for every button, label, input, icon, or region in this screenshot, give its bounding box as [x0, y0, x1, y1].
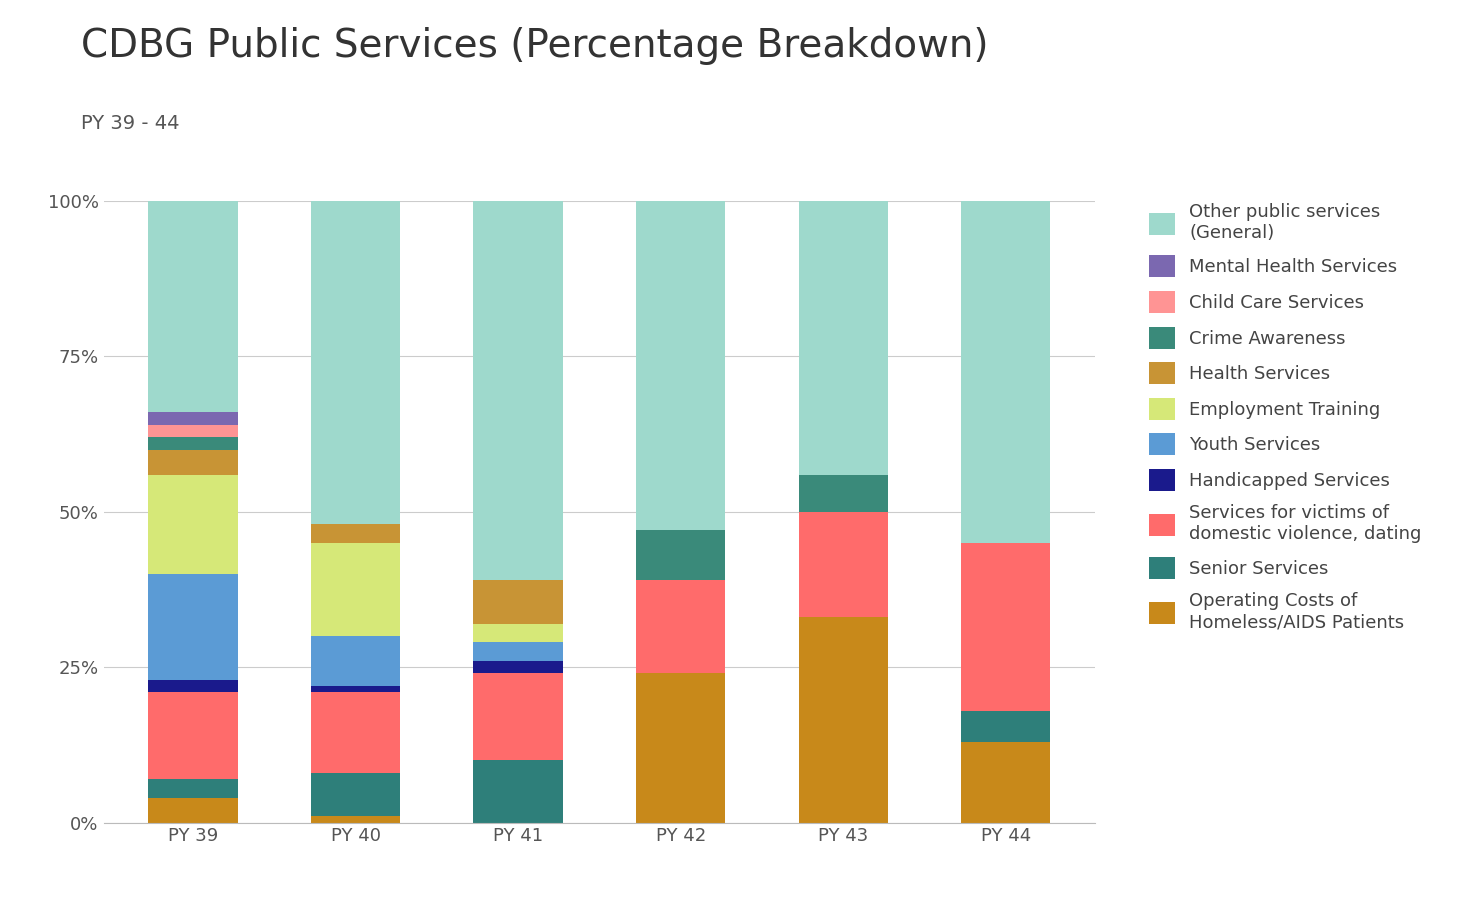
Bar [474, 580, 562, 623]
Bar [961, 543, 1051, 711]
Bar [636, 580, 725, 674]
Bar [148, 474, 238, 574]
Bar [636, 201, 725, 530]
Bar [636, 530, 725, 580]
Bar [311, 525, 400, 543]
Legend: Other public services
(General), Mental Health Services, Child Care Services, Cr: Other public services (General), Mental … [1144, 197, 1427, 636]
Bar [148, 425, 238, 437]
Bar [148, 450, 238, 474]
Bar [311, 773, 400, 816]
Bar [799, 201, 888, 474]
Text: CDBG Public Services (Percentage Breakdown): CDBG Public Services (Percentage Breakdo… [81, 27, 989, 66]
Bar [799, 474, 888, 512]
Bar [961, 201, 1051, 543]
Bar [311, 543, 400, 636]
Bar [799, 618, 888, 823]
Bar [474, 201, 562, 580]
Bar [148, 437, 238, 450]
Bar [474, 760, 562, 823]
Bar [474, 643, 562, 661]
Bar [474, 674, 562, 760]
Bar [311, 201, 400, 525]
Bar [799, 512, 888, 618]
Bar [148, 574, 238, 680]
Bar [474, 661, 562, 674]
Bar [311, 816, 400, 823]
Bar [961, 742, 1051, 823]
Bar [148, 412, 238, 425]
Text: PY 39 - 44: PY 39 - 44 [81, 114, 181, 133]
Bar [148, 798, 238, 823]
Bar [961, 711, 1051, 742]
Bar [311, 686, 400, 692]
Bar [311, 692, 400, 773]
Bar [148, 779, 238, 798]
Bar [636, 674, 725, 823]
Bar [148, 201, 238, 412]
Bar [311, 636, 400, 686]
Bar [148, 680, 238, 692]
Bar [474, 623, 562, 643]
Bar [148, 692, 238, 779]
